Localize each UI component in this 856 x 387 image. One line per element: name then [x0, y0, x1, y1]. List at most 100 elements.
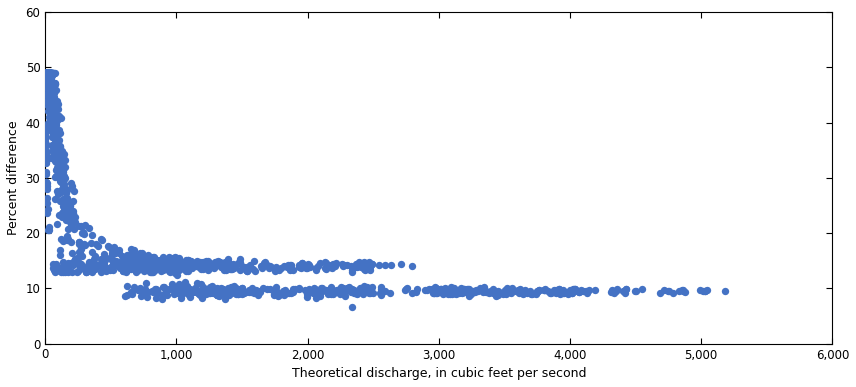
Point	[202, 288, 216, 294]
Point	[163, 259, 176, 265]
Point	[39, 125, 53, 132]
Point	[505, 285, 519, 291]
Point	[428, 289, 442, 296]
Point	[51, 144, 65, 150]
Point	[457, 287, 471, 293]
Point	[561, 291, 574, 297]
Point	[483, 289, 496, 295]
Point	[452, 287, 466, 293]
Point	[538, 287, 552, 293]
Point	[56, 238, 69, 244]
Point	[68, 188, 81, 194]
Point	[39, 70, 53, 76]
Point	[56, 186, 69, 192]
Point	[124, 258, 138, 264]
Point	[336, 285, 350, 291]
Point	[250, 288, 264, 294]
Point	[43, 127, 56, 133]
Point	[242, 288, 256, 294]
Point	[46, 123, 60, 129]
Point	[205, 290, 219, 296]
Point	[618, 289, 632, 296]
Point	[157, 284, 170, 290]
Point	[39, 147, 52, 153]
Point	[314, 285, 328, 291]
Point	[43, 70, 56, 76]
Point	[122, 266, 136, 272]
Point	[260, 262, 274, 268]
Point	[124, 259, 138, 265]
Point	[60, 266, 74, 272]
Point	[378, 262, 392, 269]
Point	[41, 70, 55, 76]
Point	[48, 98, 62, 104]
Point	[427, 289, 441, 295]
Point	[53, 247, 67, 253]
Point	[39, 70, 53, 76]
Point	[45, 92, 59, 98]
Point	[40, 200, 54, 206]
Point	[45, 70, 58, 76]
Point	[174, 262, 187, 268]
Point	[51, 140, 64, 147]
Point	[126, 260, 140, 266]
Point	[452, 288, 466, 295]
Point	[207, 261, 221, 267]
Point	[125, 255, 139, 261]
Point	[162, 286, 175, 293]
Point	[56, 173, 69, 180]
Point	[41, 70, 55, 76]
Point	[218, 259, 232, 265]
Point	[39, 70, 52, 76]
Point	[50, 144, 63, 150]
Point	[149, 260, 163, 267]
Point	[256, 264, 270, 270]
Point	[43, 70, 56, 76]
Point	[517, 288, 531, 294]
Point	[62, 203, 76, 209]
Point	[167, 291, 181, 297]
Point	[123, 252, 137, 258]
Point	[479, 289, 492, 295]
Point	[131, 255, 145, 261]
Point	[45, 70, 58, 76]
Point	[211, 260, 224, 266]
Point	[40, 186, 54, 192]
Point	[125, 259, 139, 265]
Point	[42, 70, 56, 76]
Point	[50, 265, 63, 272]
Point	[39, 123, 52, 130]
Point	[512, 289, 526, 296]
Point	[350, 264, 364, 270]
Point	[40, 70, 54, 76]
Point	[50, 188, 63, 194]
Point	[446, 285, 460, 291]
Point	[165, 260, 179, 267]
Point	[45, 94, 59, 101]
Point	[419, 287, 432, 293]
Point	[233, 260, 247, 267]
Point	[226, 288, 240, 294]
Point	[45, 71, 59, 77]
Point	[214, 289, 228, 296]
Point	[180, 285, 193, 291]
Point	[47, 147, 61, 154]
Point	[181, 257, 195, 263]
Point	[112, 247, 126, 253]
Point	[55, 236, 68, 242]
Point	[39, 134, 52, 140]
Point	[75, 253, 89, 259]
Point	[52, 155, 66, 161]
Point	[46, 114, 60, 120]
Point	[57, 212, 71, 218]
Point	[219, 263, 233, 269]
Point	[227, 264, 241, 271]
Point	[39, 70, 52, 76]
Point	[504, 289, 518, 295]
Point	[208, 288, 222, 294]
Point	[180, 260, 193, 266]
Point	[39, 70, 53, 76]
Point	[152, 260, 166, 266]
Point	[201, 264, 215, 271]
Point	[42, 89, 56, 95]
